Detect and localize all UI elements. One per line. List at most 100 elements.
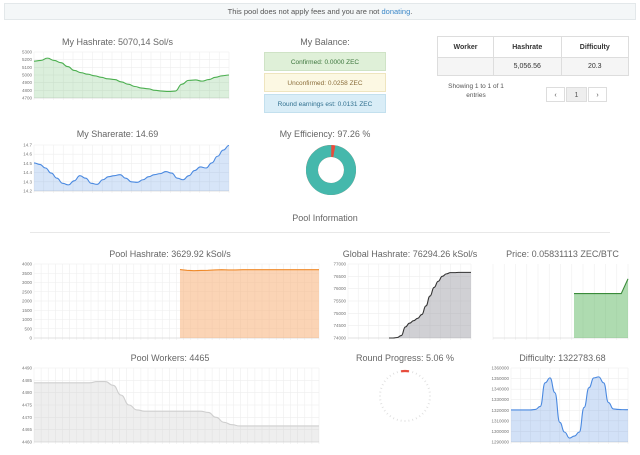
gauge-tick bbox=[389, 374, 392, 377]
unconfirmed-balance: Unconfirmed: 0.0258 ZEC bbox=[264, 73, 386, 92]
y-tick-label: 1340000 bbox=[491, 387, 509, 392]
gauge-tick bbox=[381, 383, 384, 386]
gauge-tick bbox=[380, 403, 383, 405]
pool-hashrate-title: Pool Hashrate: 3629.92 kSol/s bbox=[109, 249, 231, 259]
series-area bbox=[34, 381, 319, 442]
y-tick-label: 2500 bbox=[22, 289, 33, 294]
y-tick-label: 76000 bbox=[333, 286, 346, 291]
my-efficiency-title: My Efficiency: 97.26 % bbox=[279, 129, 371, 139]
gauge-tick bbox=[418, 415, 421, 418]
series-line bbox=[511, 376, 629, 439]
y-tick-label: 4475 bbox=[22, 403, 33, 408]
series-line bbox=[574, 278, 629, 295]
gauge-tick bbox=[396, 418, 398, 421]
worker-difficulty-cell: 20.3 bbox=[560, 57, 629, 76]
series-line bbox=[388, 271, 471, 339]
gauge-tick bbox=[415, 417, 418, 420]
pager-prev-button[interactable]: ‹ bbox=[546, 87, 565, 102]
y-tick-label: 14.5 bbox=[23, 161, 32, 166]
table-row: 5,056.56 20.3 bbox=[437, 57, 629, 76]
y-tick-label: 14.2 bbox=[23, 189, 32, 194]
column-header-worker[interactable]: Worker bbox=[437, 36, 494, 58]
y-tick-label: 1310000 bbox=[491, 418, 509, 423]
entries-info: Showing 1 to 1 of 1 entries bbox=[448, 83, 504, 99]
series-area bbox=[34, 145, 229, 191]
pager-next-button[interactable]: › bbox=[588, 87, 607, 102]
gauge-tick bbox=[396, 371, 398, 374]
y-tick-label: 74500 bbox=[333, 323, 346, 328]
y-tick-label: 1360000 bbox=[491, 366, 509, 371]
my-hashrate-chart: 5300 5200 5100 5000 4900 4800 4700 bbox=[22, 50, 230, 101]
y-tick-label: 1290000 bbox=[491, 440, 509, 445]
donut-slice-efficient bbox=[306, 145, 356, 195]
round-earnings-estimate: Round earnings est: 0.0131 ZEC bbox=[264, 94, 386, 113]
series-area bbox=[511, 376, 628, 442]
worker-name-cell bbox=[437, 57, 494, 76]
y-tick-label: 14.4 bbox=[23, 170, 32, 175]
gauge-tick bbox=[421, 412, 424, 415]
gauge-tick bbox=[415, 372, 418, 375]
y-tick-label: 1330000 bbox=[491, 397, 509, 402]
gauge-tick bbox=[383, 380, 386, 383]
y-tick-label: 76500 bbox=[333, 274, 346, 279]
column-header-hashrate[interactable]: Hashrate bbox=[492, 36, 562, 58]
gauge-tick bbox=[421, 377, 424, 380]
y-tick-label: 4490 bbox=[22, 366, 33, 371]
difficulty-chart: 1360000 1350000 1340000 1330000 1320000 13100… bbox=[491, 366, 629, 445]
fee-notice: This pool does not apply fees and you ar… bbox=[4, 3, 636, 20]
y-tick-label: 14.7 bbox=[23, 143, 32, 148]
y-tick-label: 75000 bbox=[333, 311, 346, 316]
fee-notice-text: This pool does not apply fees and you ar… bbox=[227, 7, 382, 16]
y-tick-label: 3000 bbox=[22, 280, 33, 285]
gauge-tick bbox=[380, 387, 383, 389]
pool-workers-chart: 4490 4485 4480 4475 4470 4465 4460 bbox=[22, 366, 320, 445]
y-tick-label: 3500 bbox=[22, 271, 33, 276]
workers-table: Worker Hashrate Difficulty 5,056.56 20.3 bbox=[437, 36, 629, 76]
y-tick-label: 5200 bbox=[22, 57, 33, 62]
gauge-tick bbox=[381, 406, 384, 409]
pager-page-1[interactable]: 1 bbox=[566, 87, 587, 102]
gauge-tick bbox=[424, 380, 427, 383]
y-tick-label: 14.6 bbox=[23, 152, 32, 157]
y-tick-label: 4900 bbox=[22, 80, 33, 85]
y-tick-label: 5100 bbox=[22, 65, 33, 70]
gauge-tick bbox=[427, 403, 430, 405]
y-tick-label: 4465 bbox=[22, 427, 33, 432]
y-tick-label: 5000 bbox=[22, 73, 33, 78]
series-area bbox=[179, 269, 319, 338]
my-sharerate-title: My Sharerate: 14.69 bbox=[76, 129, 159, 139]
pool-information-heading: Pool Information bbox=[292, 213, 358, 223]
series-area bbox=[34, 58, 229, 98]
donating-link[interactable]: donating bbox=[381, 7, 411, 16]
y-tick-label: 500 bbox=[24, 326, 32, 331]
series-area bbox=[389, 272, 471, 338]
y-tick-label: 4800 bbox=[22, 88, 33, 93]
gauge-tick bbox=[418, 374, 421, 377]
y-tick-label: 4700 bbox=[22, 96, 33, 101]
y-tick-label: 75500 bbox=[333, 299, 346, 304]
y-tick-label: 14.3 bbox=[23, 179, 32, 184]
y-tick-label: 1350000 bbox=[491, 376, 509, 381]
y-tick-label: 1320000 bbox=[491, 408, 509, 413]
y-tick-label: 2000 bbox=[22, 299, 33, 304]
y-tick-label: 4460 bbox=[22, 440, 33, 445]
y-tick-label: 0 bbox=[29, 336, 32, 341]
efficiency-donut-chart bbox=[306, 145, 356, 195]
y-tick-label: 1500 bbox=[22, 308, 33, 313]
gauge-tick bbox=[427, 387, 430, 389]
series-line bbox=[33, 144, 230, 186]
gauge-tick bbox=[426, 406, 429, 409]
column-header-difficulty[interactable]: Difficulty bbox=[560, 36, 629, 58]
y-tick-label: 77000 bbox=[333, 262, 346, 267]
gauge-tick bbox=[412, 371, 414, 374]
y-tick-label: 4480 bbox=[22, 390, 33, 395]
gauge-tick bbox=[389, 415, 392, 418]
y-tick-label: 1300000 bbox=[491, 429, 509, 434]
worker-hashrate-cell: 5,056.56 bbox=[492, 57, 562, 76]
gauge-tick bbox=[392, 372, 395, 375]
section-divider bbox=[30, 232, 610, 233]
pool-workers-title: Pool Workers: 4465 bbox=[130, 353, 210, 363]
gauge-tick bbox=[392, 417, 395, 420]
price-chart bbox=[492, 264, 629, 340]
global-hashrate-title: Global Hashrate: 76294.26 kSol/s bbox=[342, 249, 478, 259]
